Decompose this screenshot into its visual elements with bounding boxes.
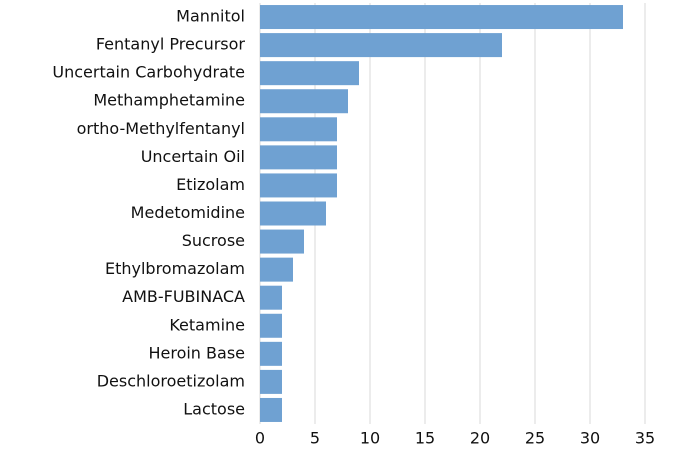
- bar: [260, 313, 282, 338]
- x-tick-label: 35: [635, 429, 655, 448]
- y-tick-label: Ethylbromazolam: [105, 259, 245, 278]
- y-tick-label: Sucrose: [182, 231, 245, 250]
- bar: [260, 33, 502, 58]
- x-tick-label: 25: [525, 429, 545, 448]
- y-tick-label: Heroin Base: [148, 343, 245, 362]
- bar: [260, 341, 282, 366]
- bar: [260, 201, 326, 226]
- bar: [260, 61, 359, 86]
- bar: [260, 257, 293, 282]
- y-tick-label: Mannitol: [176, 7, 245, 26]
- bar: [260, 369, 282, 394]
- x-tick-label: 30: [580, 429, 600, 448]
- x-tick-label: 15: [415, 429, 435, 448]
- x-tick-label: 5: [310, 429, 320, 448]
- y-tick-label: Lactose: [183, 399, 245, 418]
- x-tick-label: 10: [360, 429, 380, 448]
- bar: [260, 89, 348, 114]
- bar: [260, 145, 337, 170]
- y-tick-label: Methamphetamine: [93, 91, 245, 110]
- y-tick-label: Medetomidine: [131, 203, 245, 222]
- y-tick-label: Fentanyl Precursor: [96, 35, 246, 54]
- x-tick-label: 20: [470, 429, 490, 448]
- y-tick-label: AMB-FUBINACA: [122, 287, 245, 306]
- x-tick-label: 0: [255, 429, 265, 448]
- y-tick-label: ortho-Methylfentanyl: [77, 119, 245, 138]
- bar: [260, 397, 282, 422]
- y-tick-label: Deschloroetizolam: [97, 371, 245, 390]
- bar: [260, 5, 623, 30]
- bar: [260, 285, 282, 310]
- y-tick-label: Etizolam: [176, 175, 245, 194]
- y-tick-label: Uncertain Carbohydrate: [52, 63, 245, 82]
- bar: [260, 229, 304, 254]
- bar: [260, 173, 337, 198]
- y-tick-label: Ketamine: [169, 315, 245, 334]
- bar: [260, 117, 337, 142]
- y-tick-label: Uncertain Oil: [141, 147, 245, 166]
